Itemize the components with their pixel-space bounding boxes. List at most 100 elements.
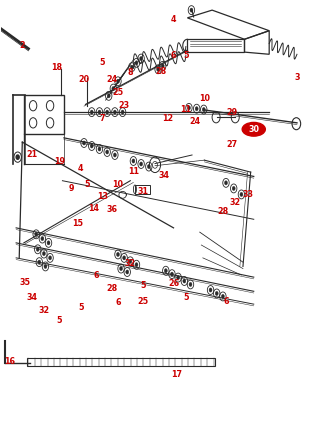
- Circle shape: [117, 252, 119, 256]
- Text: 14: 14: [88, 204, 99, 213]
- Text: 18: 18: [51, 63, 62, 72]
- Circle shape: [129, 259, 132, 263]
- Circle shape: [35, 232, 38, 237]
- Circle shape: [107, 94, 110, 98]
- Ellipse shape: [242, 123, 265, 136]
- Circle shape: [183, 279, 186, 283]
- Circle shape: [195, 107, 198, 111]
- Text: 23: 23: [119, 101, 130, 110]
- Circle shape: [189, 283, 192, 286]
- Circle shape: [49, 256, 51, 260]
- Circle shape: [221, 295, 224, 298]
- Text: 28: 28: [217, 207, 228, 216]
- Circle shape: [82, 141, 86, 145]
- Text: 21: 21: [26, 150, 37, 159]
- Circle shape: [41, 237, 44, 241]
- Text: 26: 26: [168, 279, 179, 288]
- Text: 8: 8: [127, 68, 133, 77]
- Circle shape: [121, 110, 124, 114]
- Text: 34: 34: [26, 293, 37, 302]
- Text: 16: 16: [4, 357, 16, 366]
- Circle shape: [135, 263, 138, 267]
- Circle shape: [113, 110, 116, 114]
- Circle shape: [140, 162, 143, 166]
- Circle shape: [123, 256, 126, 260]
- Text: 5: 5: [78, 303, 84, 312]
- Circle shape: [224, 181, 228, 185]
- Circle shape: [98, 110, 101, 114]
- Text: 5: 5: [100, 58, 105, 68]
- Circle shape: [98, 147, 101, 151]
- Circle shape: [140, 56, 143, 61]
- Text: 5: 5: [183, 293, 188, 302]
- Circle shape: [161, 64, 164, 68]
- Bar: [135, 185, 150, 194]
- Text: 31: 31: [137, 187, 148, 196]
- Text: 3: 3: [294, 74, 300, 82]
- Text: 35: 35: [20, 278, 31, 287]
- Bar: [24, 95, 64, 134]
- Circle shape: [170, 272, 174, 276]
- Circle shape: [120, 267, 122, 270]
- Text: 32: 32: [38, 306, 50, 315]
- Text: 10: 10: [199, 94, 210, 103]
- Circle shape: [42, 252, 45, 255]
- Circle shape: [44, 264, 47, 268]
- Circle shape: [131, 65, 133, 69]
- Text: 36: 36: [106, 206, 117, 215]
- Text: 6: 6: [171, 51, 176, 60]
- Circle shape: [113, 153, 116, 157]
- Text: 9: 9: [69, 184, 74, 193]
- Circle shape: [188, 106, 190, 110]
- Text: 15: 15: [72, 219, 83, 228]
- Circle shape: [106, 150, 108, 154]
- Circle shape: [215, 292, 218, 295]
- Text: 5: 5: [57, 316, 62, 325]
- Text: 33: 33: [242, 190, 253, 199]
- Circle shape: [135, 61, 138, 65]
- Text: 11: 11: [128, 167, 139, 176]
- Text: 28: 28: [156, 67, 167, 76]
- Circle shape: [47, 241, 50, 245]
- Circle shape: [164, 269, 167, 273]
- Circle shape: [132, 159, 135, 163]
- Text: 11: 11: [180, 105, 191, 114]
- Circle shape: [209, 288, 212, 292]
- Circle shape: [16, 155, 19, 159]
- Circle shape: [117, 79, 119, 83]
- Text: 32: 32: [230, 199, 241, 208]
- Bar: [27, 358, 215, 366]
- Circle shape: [38, 260, 41, 264]
- Circle shape: [90, 144, 93, 148]
- Circle shape: [147, 165, 150, 169]
- Circle shape: [190, 8, 193, 12]
- Text: 29: 29: [227, 108, 238, 117]
- Circle shape: [177, 276, 179, 280]
- Text: 30: 30: [248, 125, 259, 134]
- Text: 20: 20: [78, 76, 90, 84]
- Text: 2: 2: [20, 41, 25, 50]
- Text: 24: 24: [106, 76, 117, 84]
- Text: 4: 4: [171, 15, 176, 25]
- Circle shape: [90, 110, 93, 114]
- Text: 28: 28: [106, 284, 117, 293]
- Text: 19: 19: [54, 157, 65, 166]
- Text: 6: 6: [223, 297, 229, 306]
- Text: 25: 25: [137, 297, 148, 306]
- Text: 6: 6: [115, 298, 121, 307]
- Circle shape: [112, 86, 115, 91]
- Text: 32: 32: [125, 258, 136, 267]
- Text: 5: 5: [140, 281, 145, 290]
- Text: 13: 13: [97, 193, 108, 202]
- Circle shape: [202, 108, 205, 112]
- Circle shape: [126, 270, 129, 274]
- Text: 5: 5: [183, 51, 188, 60]
- Text: 27: 27: [227, 140, 238, 149]
- Circle shape: [240, 192, 243, 197]
- Circle shape: [157, 67, 160, 71]
- Text: 12: 12: [162, 114, 173, 123]
- Circle shape: [106, 110, 108, 114]
- Text: 25: 25: [113, 88, 123, 97]
- Text: 10: 10: [113, 180, 123, 189]
- Text: 24: 24: [189, 117, 201, 126]
